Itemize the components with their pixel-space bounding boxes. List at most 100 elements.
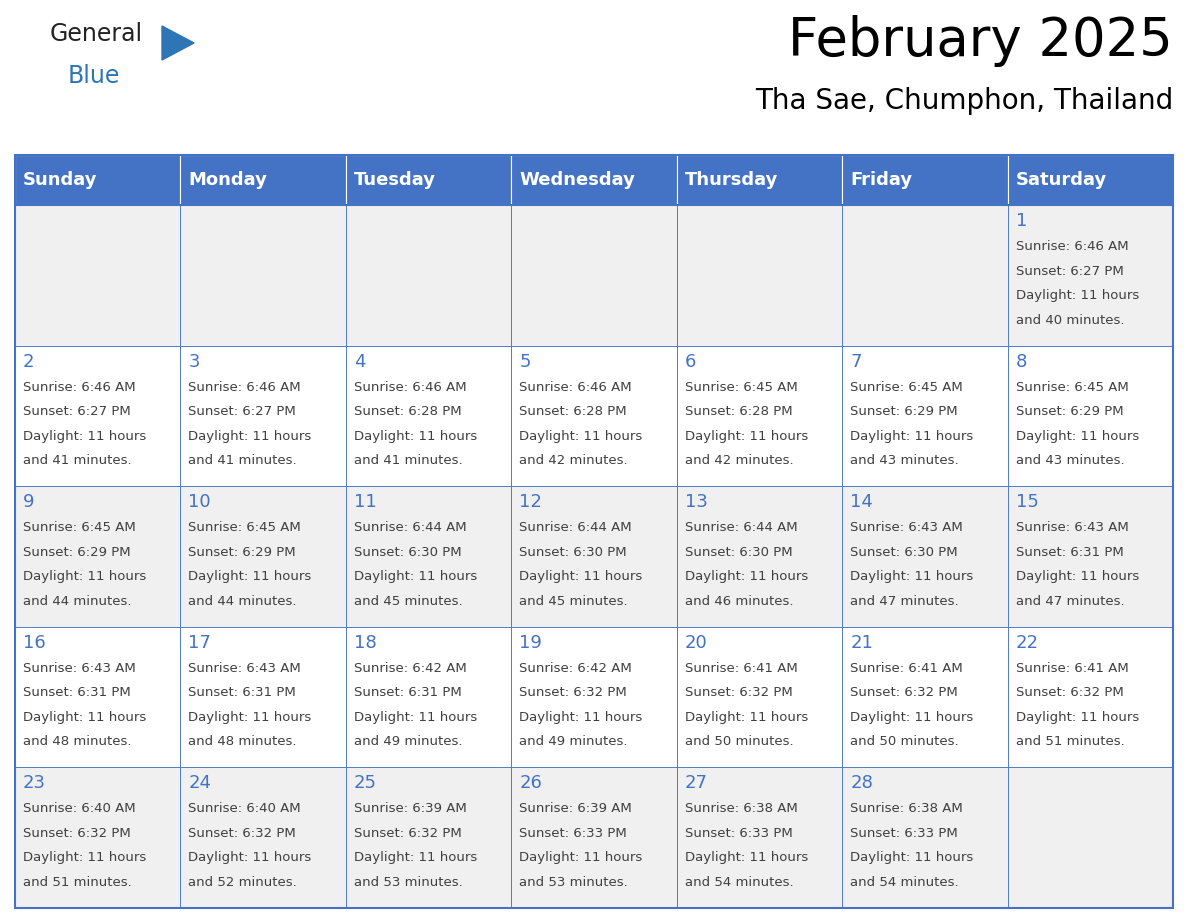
Text: 6: 6	[684, 353, 696, 371]
Text: Sunset: 6:29 PM: Sunset: 6:29 PM	[23, 545, 131, 559]
Text: 19: 19	[519, 633, 542, 652]
Text: Sunrise: 6:44 AM: Sunrise: 6:44 AM	[684, 521, 797, 534]
Text: Sunset: 6:29 PM: Sunset: 6:29 PM	[851, 405, 958, 418]
Text: Daylight: 11 hours: Daylight: 11 hours	[1016, 289, 1139, 302]
Bar	[677, 487, 842, 627]
Text: Sunset: 6:30 PM: Sunset: 6:30 PM	[354, 545, 461, 559]
Bar	[15, 155, 1173, 908]
Text: Sunset: 6:27 PM: Sunset: 6:27 PM	[23, 405, 131, 418]
Text: Sunset: 6:32 PM: Sunset: 6:32 PM	[851, 687, 958, 700]
Bar	[677, 205, 842, 345]
Text: Daylight: 11 hours: Daylight: 11 hours	[23, 430, 146, 442]
Text: Sunset: 6:28 PM: Sunset: 6:28 PM	[684, 405, 792, 418]
Text: 2: 2	[23, 353, 34, 371]
Text: and 52 minutes.: and 52 minutes.	[189, 876, 297, 889]
Bar	[181, 205, 346, 345]
Bar	[1007, 487, 1173, 627]
Text: Sunset: 6:31 PM: Sunset: 6:31 PM	[23, 687, 131, 700]
Text: 22: 22	[1016, 633, 1038, 652]
Text: and 51 minutes.: and 51 minutes.	[1016, 735, 1124, 748]
Text: and 53 minutes.: and 53 minutes.	[354, 876, 462, 889]
Bar	[346, 487, 511, 627]
Text: Sunset: 6:27 PM: Sunset: 6:27 PM	[1016, 264, 1124, 277]
Text: Blue: Blue	[68, 64, 120, 88]
Text: Daylight: 11 hours: Daylight: 11 hours	[519, 711, 643, 723]
Bar	[1007, 627, 1173, 767]
Text: Sunset: 6:31 PM: Sunset: 6:31 PM	[1016, 545, 1124, 559]
Text: 7: 7	[851, 353, 861, 371]
Bar	[346, 345, 511, 487]
Text: Daylight: 11 hours: Daylight: 11 hours	[684, 430, 808, 442]
Bar	[15, 627, 181, 767]
Bar	[15, 345, 181, 487]
Bar	[842, 345, 1007, 487]
Text: Wednesday: Wednesday	[519, 171, 636, 189]
Text: and 48 minutes.: and 48 minutes.	[189, 735, 297, 748]
Text: Sunrise: 6:43 AM: Sunrise: 6:43 AM	[851, 521, 963, 534]
Bar	[677, 767, 842, 908]
Text: Daylight: 11 hours: Daylight: 11 hours	[189, 851, 311, 865]
Bar	[511, 345, 677, 487]
Text: Sunset: 6:28 PM: Sunset: 6:28 PM	[354, 405, 461, 418]
Bar	[346, 767, 511, 908]
Text: 3: 3	[189, 353, 200, 371]
Bar	[181, 487, 346, 627]
Text: and 50 minutes.: and 50 minutes.	[851, 735, 959, 748]
Bar	[511, 155, 677, 205]
Text: 18: 18	[354, 633, 377, 652]
Text: 13: 13	[684, 493, 708, 511]
Text: Sunrise: 6:46 AM: Sunrise: 6:46 AM	[1016, 240, 1129, 253]
Text: Sunrise: 6:45 AM: Sunrise: 6:45 AM	[851, 381, 963, 394]
Text: Sunrise: 6:45 AM: Sunrise: 6:45 AM	[189, 521, 302, 534]
Text: Daylight: 11 hours: Daylight: 11 hours	[1016, 570, 1139, 583]
Text: 4: 4	[354, 353, 366, 371]
Text: and 53 minutes.: and 53 minutes.	[519, 876, 628, 889]
Text: and 49 minutes.: and 49 minutes.	[519, 735, 627, 748]
Text: Daylight: 11 hours: Daylight: 11 hours	[23, 851, 146, 865]
Text: and 49 minutes.: and 49 minutes.	[354, 735, 462, 748]
Text: and 40 minutes.: and 40 minutes.	[1016, 314, 1124, 327]
Text: and 44 minutes.: and 44 minutes.	[23, 595, 132, 608]
Text: and 45 minutes.: and 45 minutes.	[354, 595, 462, 608]
Text: and 41 minutes.: and 41 minutes.	[354, 454, 462, 467]
Text: Daylight: 11 hours: Daylight: 11 hours	[23, 570, 146, 583]
Text: Sunrise: 6:38 AM: Sunrise: 6:38 AM	[684, 802, 797, 815]
Bar	[181, 345, 346, 487]
Text: Sunrise: 6:41 AM: Sunrise: 6:41 AM	[684, 662, 797, 675]
Text: Sunrise: 6:46 AM: Sunrise: 6:46 AM	[189, 381, 301, 394]
Text: Sunrise: 6:41 AM: Sunrise: 6:41 AM	[851, 662, 963, 675]
Text: 26: 26	[519, 775, 542, 792]
Text: and 41 minutes.: and 41 minutes.	[23, 454, 132, 467]
Bar	[1007, 345, 1173, 487]
Text: Sunrise: 6:45 AM: Sunrise: 6:45 AM	[1016, 381, 1129, 394]
Bar	[15, 487, 181, 627]
Text: 17: 17	[189, 633, 211, 652]
Text: Sunrise: 6:46 AM: Sunrise: 6:46 AM	[23, 381, 135, 394]
Text: Daylight: 11 hours: Daylight: 11 hours	[189, 570, 311, 583]
Text: 23: 23	[23, 775, 46, 792]
Text: Sunrise: 6:41 AM: Sunrise: 6:41 AM	[1016, 662, 1129, 675]
Text: Thursday: Thursday	[684, 171, 778, 189]
Text: 9: 9	[23, 493, 34, 511]
Text: Sunset: 6:32 PM: Sunset: 6:32 PM	[354, 827, 462, 840]
Text: Sunset: 6:28 PM: Sunset: 6:28 PM	[519, 405, 627, 418]
Text: Friday: Friday	[851, 171, 912, 189]
Text: and 47 minutes.: and 47 minutes.	[851, 595, 959, 608]
Text: 28: 28	[851, 775, 873, 792]
Text: Daylight: 11 hours: Daylight: 11 hours	[684, 711, 808, 723]
Text: General: General	[50, 22, 143, 46]
Bar	[511, 627, 677, 767]
Text: 11: 11	[354, 493, 377, 511]
Bar	[15, 767, 181, 908]
Text: Sunrise: 6:43 AM: Sunrise: 6:43 AM	[189, 662, 302, 675]
Text: Sunset: 6:32 PM: Sunset: 6:32 PM	[23, 827, 131, 840]
Text: and 46 minutes.: and 46 minutes.	[684, 595, 794, 608]
Text: Sunrise: 6:46 AM: Sunrise: 6:46 AM	[354, 381, 467, 394]
Text: 24: 24	[189, 775, 211, 792]
Text: Sunset: 6:32 PM: Sunset: 6:32 PM	[519, 687, 627, 700]
Text: and 48 minutes.: and 48 minutes.	[23, 735, 132, 748]
Bar	[15, 205, 181, 345]
Text: and 43 minutes.: and 43 minutes.	[1016, 454, 1124, 467]
Polygon shape	[162, 26, 194, 60]
Text: Sunset: 6:30 PM: Sunset: 6:30 PM	[519, 545, 627, 559]
